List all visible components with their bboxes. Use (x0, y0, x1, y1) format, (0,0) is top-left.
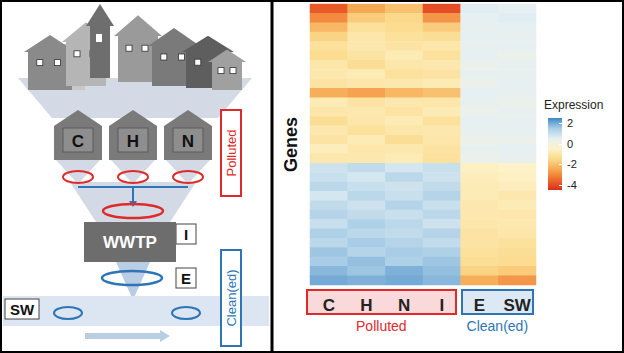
svg-text:N: N (182, 132, 194, 151)
svg-text:Polluted: Polluted (224, 130, 239, 177)
svg-text:SW: SW (503, 296, 531, 315)
svg-text:SW: SW (10, 301, 35, 318)
svg-text:C: C (323, 296, 335, 315)
svg-text:Genes: Genes (281, 117, 301, 172)
html-text:Clean(ed): Clean(ed) (466, 318, 529, 334)
svg-text:H: H (127, 132, 139, 151)
html-text:-2: -2 (567, 158, 577, 171)
svg-text:C: C (72, 132, 84, 151)
svg-text:Clean(ed): Clean(ed) (224, 269, 239, 326)
svg-text:H: H (360, 296, 372, 315)
svg-text:WWTP: WWTP (103, 233, 157, 252)
html-text:2: 2 (567, 117, 574, 130)
svg-text:I: I (439, 296, 444, 315)
html-text:Expression: Expression (544, 98, 604, 112)
html-text:0: 0 (567, 137, 574, 150)
html-text:Polluted: Polluted (356, 318, 407, 334)
svg-text:I: I (184, 226, 188, 243)
svg-text:N: N (398, 296, 410, 315)
svg-text:E: E (181, 270, 191, 287)
svg-text:E: E (474, 296, 485, 315)
html-text:-4: -4 (567, 178, 577, 191)
